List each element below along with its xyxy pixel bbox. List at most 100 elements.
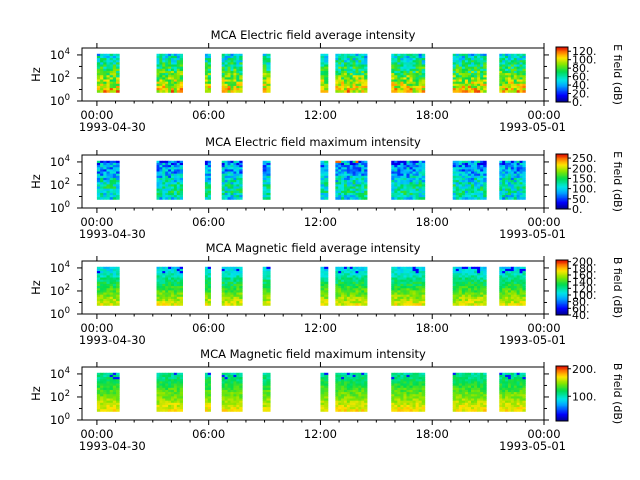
colorbar-step [556, 284, 568, 287]
spectrogram-cell [364, 404, 368, 408]
spectrogram-cell [227, 79, 231, 83]
spectrogram-cell [358, 165, 362, 168]
spectrogram-cell [116, 271, 120, 274]
spectrogram-cell [324, 396, 329, 399]
spectrogram-cell [499, 281, 503, 285]
spectrogram-cell [230, 377, 234, 380]
spectrogram-cell [510, 70, 515, 74]
spectrogram-cell [162, 64, 166, 68]
spectrogram-cell [477, 64, 481, 68]
spectrogram-cell [400, 55, 404, 59]
spectrogram-cell [109, 400, 114, 404]
spectrogram-cell [207, 68, 211, 72]
spectrogram-cell [162, 55, 166, 59]
spectrogram-cell [522, 53, 526, 57]
spectrogram-cell [394, 171, 398, 175]
spectrogram-cell [233, 277, 237, 281]
spectrogram-cell [176, 180, 181, 183]
spectrogram-cell [522, 197, 526, 200]
spectrogram-cell [415, 66, 420, 70]
spectrogram-cell [204, 182, 209, 185]
spectrogram-cell [320, 62, 325, 65]
spectrogram-cell [162, 268, 166, 272]
spectrogram-cell [355, 66, 359, 70]
spectrogram-cell [233, 301, 237, 304]
spectrogram-cell [224, 192, 228, 196]
spectrogram-cell [224, 377, 228, 380]
spectrogram-cell [171, 60, 175, 63]
spectrogram-cell [341, 184, 345, 187]
spectrogram-cell [455, 271, 460, 274]
spectrogram-cell [507, 182, 512, 185]
spectrogram-cell [103, 303, 107, 306]
spectrogram-cell [266, 160, 271, 164]
spectrogram-cell [467, 55, 472, 59]
spectrogram-cell [230, 160, 234, 164]
spectrogram-cell [156, 407, 160, 410]
spectrogram-cell [266, 192, 271, 196]
spectrogram-cell [519, 68, 523, 72]
spectrogram-cell [159, 190, 163, 194]
spectrogram-cell [516, 303, 520, 306]
spectrogram-cell [421, 271, 426, 274]
spectrogram-cell [412, 58, 417, 61]
spectrogram-cell [162, 169, 166, 172]
spectrogram-cell [464, 290, 469, 293]
spectrogram-cell [364, 55, 368, 59]
spectrogram-cell [324, 298, 329, 302]
spectrogram-cell [467, 279, 472, 283]
spectrogram-cell [403, 53, 407, 57]
spectrogram-cell [230, 192, 234, 196]
spectrogram-cell [116, 62, 120, 65]
spectrogram-cell [266, 58, 271, 61]
spectrogram-cell [364, 396, 368, 399]
spectrogram-cell [458, 85, 463, 89]
spectrogram-cell [510, 283, 515, 287]
spectrogram-cell [156, 275, 160, 278]
spectrogram-cell [162, 177, 166, 181]
spectrogram-cell [480, 81, 484, 85]
spectrogram-cell [349, 271, 354, 274]
spectrogram-cell [458, 173, 463, 177]
spectrogram-cell [464, 281, 469, 285]
spectrogram-cell [471, 160, 475, 164]
spectrogram-cell [176, 273, 181, 276]
spectrogram-cell [400, 171, 404, 175]
spectrogram-cell [471, 85, 475, 89]
spectrogram-cell [162, 90, 166, 93]
spectrogram-cell [397, 298, 401, 302]
spectrogram-cell [461, 175, 466, 179]
spectrogram-cell [262, 88, 267, 91]
spectrogram-cell [227, 83, 231, 87]
spectrogram-cell [176, 173, 181, 177]
spectrogram-cell [207, 268, 211, 272]
spectrogram-cell [341, 275, 345, 278]
data-block [320, 53, 329, 93]
spectrogram-cell [156, 160, 160, 164]
spectrogram-cell [96, 184, 101, 187]
spectrogram-cell [516, 53, 520, 57]
spectrogram-cell [262, 275, 267, 278]
spectrogram-cell [499, 167, 503, 170]
spectrogram-cell [480, 190, 484, 194]
spectrogram-cell [116, 372, 120, 376]
spectrogram-cell [461, 75, 466, 78]
spectrogram-cell [505, 192, 509, 196]
colorbar-step [556, 160, 568, 163]
spectrogram-cell [204, 377, 209, 380]
spectrogram-cell [394, 301, 398, 304]
spectrogram-cell [483, 286, 487, 289]
spectrogram-cell [364, 303, 368, 306]
spectrogram-cell [338, 398, 342, 402]
spectrogram-cell [162, 277, 166, 281]
spectrogram-cell [171, 402, 175, 406]
spectrogram-cell [391, 197, 395, 200]
spectrogram-cell [458, 81, 463, 85]
spectrogram-cell [266, 407, 271, 410]
spectrogram-cell [352, 383, 356, 387]
spectrogram-cell [262, 294, 267, 298]
spectrogram-cell [415, 162, 420, 166]
spectrogram-cell [96, 286, 101, 289]
spectrogram-cell [510, 186, 515, 190]
spectrogram-cell [516, 88, 520, 91]
